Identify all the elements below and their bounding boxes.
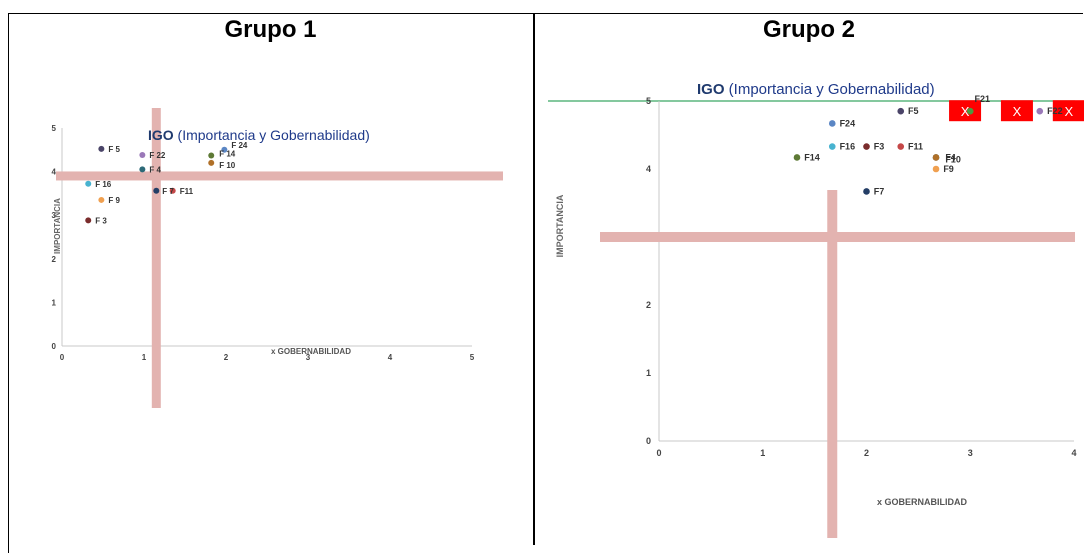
y-tick-label: 1	[52, 298, 57, 307]
data-point	[153, 187, 160, 194]
data-point-label: F5	[908, 106, 919, 116]
x-axis-label: x GOBERNABILIDAD	[877, 497, 968, 507]
data-point	[897, 143, 905, 150]
data-point-label: F4	[945, 152, 956, 162]
y-tick-label: 3	[52, 211, 57, 220]
x-tick-label: 0	[60, 353, 65, 362]
panel-heading-grupo-1: Grupo 1	[224, 16, 317, 43]
x-axis-label: x GOBERNABILIDAD	[271, 347, 351, 356]
x-tick-label: 3	[968, 448, 973, 458]
chart-title-rest: (Importancia y Gobernabilidad)	[174, 127, 370, 143]
x-marker-box	[1000, 100, 1033, 122]
chart-grupo-1: 0 1 2 3 4 5 0 1 2 3 4 5 x GOBERNABILIDAD IMPORTANCIA I…	[52, 108, 503, 408]
data-point-label: F16	[840, 142, 856, 152]
x-marker-label: X	[961, 104, 970, 119]
data-point	[793, 154, 801, 161]
y-tick-label: 5	[646, 96, 651, 106]
data-point	[139, 166, 146, 173]
crosshair-horizontal	[600, 232, 1075, 242]
crosshair-horizontal	[56, 171, 503, 181]
x-marker-box	[1052, 100, 1084, 122]
data-point	[932, 154, 940, 161]
x-tick-label: 4	[388, 353, 393, 362]
panel-heading-grupo-2: Grupo 2	[762, 16, 855, 43]
data-point-label: F22	[1047, 106, 1063, 116]
x-tick-label: 1	[142, 353, 147, 362]
column-divider	[533, 13, 535, 545]
data-point-label: F11	[908, 142, 923, 152]
crosshair-vertical	[827, 190, 838, 538]
data-point	[139, 152, 146, 159]
chart-title-bold: IGO	[697, 81, 725, 98]
data-point-label: F3	[874, 142, 885, 152]
chart-grupo-2: 01234012345x GOBERNABILIDADIMPORTANCIAIG…	[548, 81, 1084, 538]
data-point	[863, 188, 870, 195]
x-tick-label: 2	[864, 448, 869, 458]
data-point-label: F 4	[149, 165, 161, 174]
data-point	[98, 145, 105, 152]
data-point-label: F 24	[231, 141, 248, 150]
data-point-label: F 22	[149, 151, 166, 160]
data-point-label: F9	[943, 164, 954, 174]
data-point-label: F 5	[108, 145, 120, 154]
x-tick-label: 2	[224, 353, 229, 362]
x-marker-label: X	[1064, 104, 1073, 119]
data-point	[98, 196, 105, 203]
data-point-label: F7	[874, 186, 885, 196]
data-point	[208, 159, 215, 166]
data-point	[966, 107, 974, 115]
data-point	[897, 107, 905, 115]
data-point	[828, 120, 836, 127]
chart-title-rest: (Importancia y Gobernabilidad)	[725, 81, 935, 98]
table-frame	[8, 13, 1083, 553]
x-marker-label: X	[1013, 104, 1022, 119]
y-tick-label: 0	[646, 436, 651, 446]
y-tick-label: 5	[52, 124, 57, 133]
chart-title: IGO (Importancia y Gobernabilidad)	[697, 81, 935, 98]
data-point	[1036, 107, 1044, 115]
x-tick-label: 1	[760, 448, 765, 458]
data-point-label: F10	[945, 154, 961, 164]
data-point-label: F24	[840, 118, 856, 128]
crosshair-vertical	[151, 108, 161, 408]
y-tick-label: 4	[52, 168, 57, 177]
y-tick-label: 2	[646, 300, 651, 310]
data-point-label: F 7	[162, 187, 174, 196]
y-tick-label: 1	[646, 368, 651, 378]
x-tick-label: 3	[306, 353, 311, 362]
data-point-label: F14	[804, 152, 820, 162]
chart-title: IGO (Importancia y Gobernabilidad)	[148, 127, 370, 143]
data-point	[208, 152, 215, 159]
data-point-label: F 16	[95, 180, 112, 189]
data-point	[169, 187, 176, 194]
data-point	[85, 180, 92, 187]
y-axis-label: IMPORTANCIA	[555, 194, 565, 257]
data-point-label: F 10	[219, 161, 236, 170]
y-tick-label: 2	[52, 255, 57, 264]
y-tick-label: 0	[52, 342, 57, 351]
y-axis-label: IMPORTANCIA	[53, 198, 62, 254]
data-point-label: F 9	[108, 196, 120, 205]
data-point	[932, 165, 940, 173]
data-point	[85, 217, 92, 224]
data-point	[828, 143, 836, 150]
data-point-label: F 14	[219, 149, 236, 158]
x-tick-label: 5	[470, 353, 475, 362]
x-marker-box	[949, 100, 982, 122]
x-tick-label: 4	[1071, 448, 1076, 458]
data-point-label: F21	[975, 94, 991, 104]
data-point	[863, 143, 870, 150]
data-point-label: F11	[180, 187, 194, 196]
data-point	[221, 146, 228, 153]
y-tick-label: 4	[646, 164, 651, 174]
x-tick-label: 0	[656, 448, 661, 458]
data-point-label: F 3	[95, 216, 107, 225]
chart-title-bold: IGO	[148, 127, 174, 143]
